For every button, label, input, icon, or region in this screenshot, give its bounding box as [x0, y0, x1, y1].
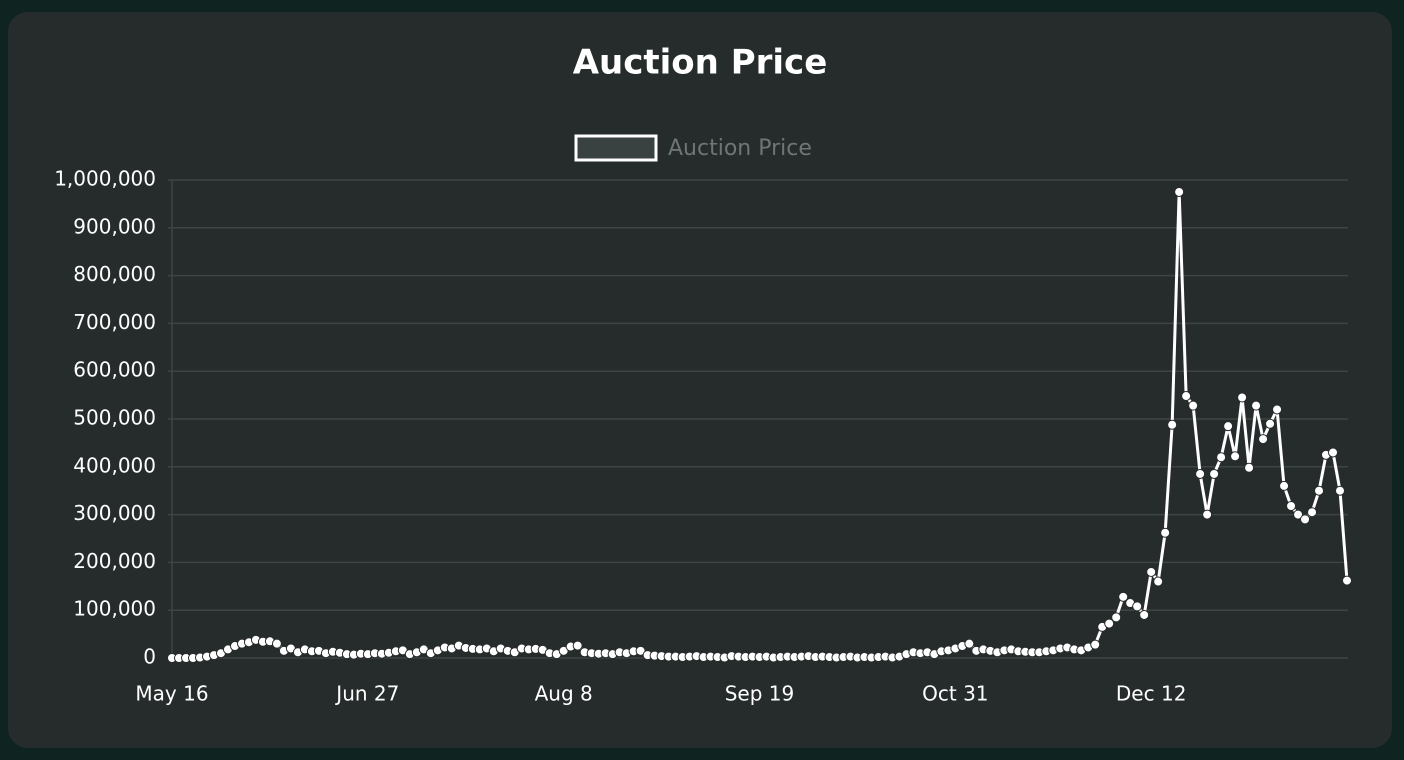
data-point — [1104, 618, 1115, 629]
x-tick-label: Aug 8 — [535, 682, 593, 706]
y-tick-label: 0 — [143, 645, 156, 669]
y-tick-label: 300,000 — [73, 501, 156, 525]
data-point — [271, 638, 282, 649]
data-point — [1195, 468, 1206, 479]
x-tick-label: Sep 19 — [725, 682, 795, 706]
data-point — [1258, 434, 1269, 445]
data-point — [1265, 418, 1276, 429]
data-point — [1181, 391, 1192, 402]
data-point — [1244, 462, 1255, 473]
data-point — [1139, 609, 1150, 620]
data-point — [1314, 485, 1325, 496]
y-tick-label: 400,000 — [73, 453, 156, 477]
data-point — [1209, 468, 1220, 479]
data-point — [1188, 400, 1199, 411]
data-point — [1174, 186, 1185, 197]
y-tick-label: 500,000 — [73, 406, 156, 430]
data-point — [572, 640, 583, 651]
data-point — [1223, 421, 1234, 432]
data-point — [1111, 612, 1122, 623]
x-tick-label: Jun 27 — [334, 682, 399, 706]
card — [8, 12, 1392, 748]
data-point — [1328, 447, 1339, 458]
legend-label[interactable]: Auction Price — [668, 136, 812, 161]
x-tick-label: May 16 — [135, 682, 208, 706]
data-point — [1132, 601, 1143, 612]
y-tick-label: 600,000 — [73, 358, 156, 382]
y-tick-label: 800,000 — [73, 262, 156, 286]
data-point — [1237, 392, 1248, 403]
data-point — [1090, 639, 1101, 650]
y-tick-label: 1,000,000 — [54, 167, 156, 191]
data-point — [1342, 575, 1352, 586]
data-point — [1335, 485, 1346, 496]
data-point — [1167, 419, 1178, 430]
chart-title: Auction Price — [573, 43, 828, 83]
data-point — [1118, 591, 1129, 602]
y-tick-label: 100,000 — [73, 597, 156, 621]
data-point — [1230, 451, 1241, 462]
data-point — [1307, 507, 1318, 518]
y-tick-label: 200,000 — [73, 549, 156, 573]
data-point — [1293, 509, 1304, 520]
data-point — [1202, 509, 1213, 520]
y-tick-label: 900,000 — [73, 214, 156, 238]
data-point — [1251, 400, 1262, 411]
y-tick-label: 700,000 — [73, 310, 156, 334]
data-point — [1272, 404, 1283, 415]
data-point — [1160, 527, 1171, 538]
x-tick-label: Oct 31 — [922, 682, 988, 706]
x-tick-label: Dec 12 — [1116, 682, 1187, 706]
data-point — [964, 638, 975, 649]
data-point — [1146, 566, 1157, 577]
data-point — [1279, 480, 1290, 491]
data-point — [1216, 452, 1227, 463]
data-point — [1153, 576, 1164, 587]
data-point — [1286, 500, 1297, 511]
data-point — [1300, 514, 1311, 525]
legend-swatch[interactable] — [574, 134, 658, 162]
